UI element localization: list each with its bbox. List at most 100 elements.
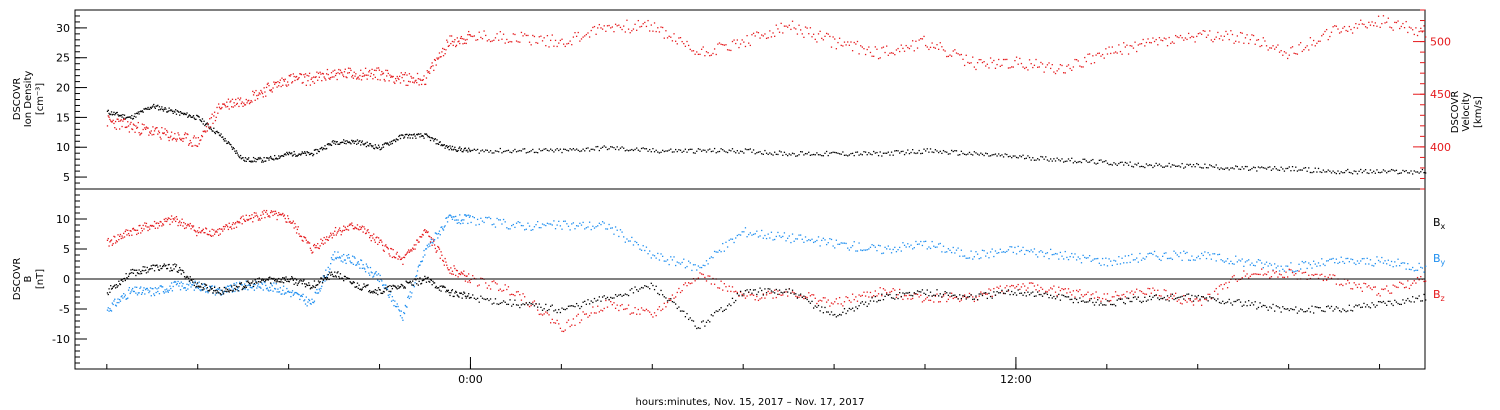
data-point — [944, 292, 946, 295]
data-point — [364, 286, 367, 288]
data-point — [554, 228, 557, 230]
data-point — [1075, 289, 1078, 292]
data-point — [189, 282, 191, 284]
data-point — [1356, 27, 1359, 29]
data-point — [383, 287, 385, 289]
data-point — [1171, 297, 1174, 300]
data-point — [1256, 170, 1258, 172]
data-point — [362, 264, 364, 266]
data-point — [558, 308, 560, 311]
data-point — [355, 286, 357, 288]
data-point — [553, 45, 555, 47]
data-point — [1123, 42, 1125, 44]
data-point — [1355, 263, 1357, 266]
data-point — [658, 293, 661, 296]
data-point — [626, 238, 628, 240]
data-point — [138, 292, 140, 294]
data-point — [191, 225, 193, 227]
data-point — [236, 220, 238, 223]
data-point — [356, 78, 358, 80]
data-point — [359, 74, 361, 77]
data-point — [158, 269, 161, 271]
data-point — [289, 152, 291, 154]
data-point — [418, 133, 420, 135]
data-point — [832, 245, 834, 247]
data-point — [1064, 72, 1066, 74]
data-point — [652, 30, 654, 32]
data-point — [465, 150, 467, 152]
data-point — [561, 307, 563, 309]
data-point — [110, 239, 113, 241]
data-point — [733, 150, 735, 153]
data-point — [179, 266, 181, 269]
data-point — [1330, 31, 1333, 33]
data-point — [1337, 28, 1339, 30]
data-point — [530, 229, 532, 231]
data-point — [879, 287, 881, 289]
data-point — [256, 282, 258, 284]
data-point — [190, 228, 192, 230]
data-point — [450, 267, 452, 269]
data-point — [564, 45, 566, 48]
data-point — [237, 287, 239, 289]
data-point — [222, 103, 224, 105]
data-point — [520, 150, 523, 152]
data-point — [879, 57, 881, 59]
data-point — [787, 26, 789, 28]
data-point — [925, 298, 927, 300]
data-point — [1353, 170, 1355, 172]
data-point — [1004, 251, 1006, 254]
data-point — [239, 154, 242, 157]
data-point — [109, 307, 111, 310]
data-point — [176, 110, 178, 112]
data-point — [1062, 72, 1065, 74]
data-point — [827, 154, 829, 157]
data-point — [206, 122, 208, 124]
data-point — [300, 153, 303, 155]
data-point — [694, 325, 696, 327]
data-point — [739, 291, 742, 293]
data-point — [139, 111, 141, 113]
data-point — [1192, 304, 1195, 306]
data-point — [207, 289, 209, 292]
data-point — [131, 228, 134, 230]
data-point — [118, 238, 120, 241]
data-point — [142, 128, 144, 131]
data-point — [248, 281, 250, 284]
data-point — [381, 147, 383, 149]
data-point — [274, 210, 277, 212]
data-point — [692, 264, 695, 266]
data-point — [234, 105, 236, 107]
data-point — [363, 283, 365, 285]
data-point — [1278, 273, 1281, 275]
data-point — [501, 301, 503, 304]
data-point — [582, 301, 584, 303]
data-point — [442, 144, 445, 146]
data-point — [203, 288, 205, 290]
data-point — [582, 311, 584, 313]
data-point — [790, 292, 792, 294]
data-point — [373, 69, 376, 71]
data-point — [1376, 256, 1378, 258]
data-point — [209, 289, 211, 291]
data-point — [1181, 37, 1183, 39]
data-point — [1387, 259, 1389, 261]
data-point — [1254, 273, 1256, 275]
data-point — [234, 290, 236, 293]
data-point — [1009, 155, 1011, 157]
data-point — [761, 34, 763, 36]
data-point — [403, 286, 406, 288]
data-point — [254, 99, 256, 101]
data-point — [533, 151, 536, 154]
data-point — [1030, 282, 1032, 284]
data-point — [584, 150, 586, 152]
data-point — [304, 237, 307, 239]
data-point — [322, 147, 325, 149]
data-point — [717, 310, 719, 313]
data-point — [1166, 257, 1169, 260]
data-point — [856, 250, 859, 252]
data-point — [627, 294, 630, 297]
data-point — [235, 103, 238, 106]
data-point — [520, 304, 523, 306]
